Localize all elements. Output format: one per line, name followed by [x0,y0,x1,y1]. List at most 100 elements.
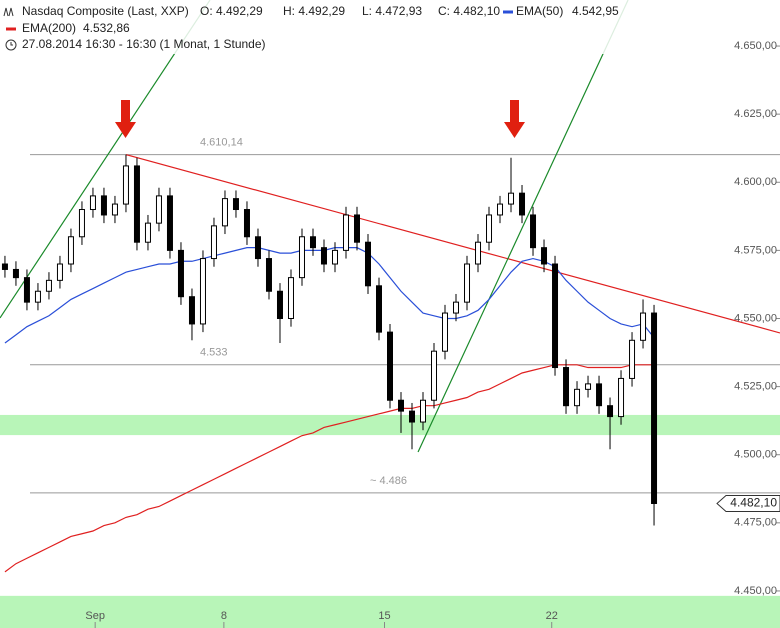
candle-body [287,277,294,319]
candle-body [563,367,570,407]
candle-body [331,249,338,265]
candle-body [431,350,438,401]
candle-body [552,263,559,369]
subtitle: 27.08.2014 16:30 - 16:30 (1 Monat, 1 Stu… [22,37,266,51]
legend-value: 4.532,86 [83,21,130,35]
ohlc-open: O: 4.492,29 [200,4,263,18]
y-tick-label: 4.575,00 [734,244,777,256]
y-tick-label: 4.600,00 [734,176,777,188]
candle-body [243,209,250,238]
candle-body [232,198,239,211]
candle-body [67,236,74,265]
candle-body [45,279,52,292]
arrow [504,100,525,138]
candle-body [89,195,96,211]
candle-body [464,263,471,303]
support-band [0,414,780,436]
legend-label: EMA(50) [516,4,563,18]
level-label: ~ 4.486 [370,475,407,487]
candle-body [199,258,206,325]
candle-body [188,296,195,325]
candle-body [596,383,603,407]
candle-body [387,331,393,401]
candle-body [155,195,162,224]
clock-hands [10,42,13,46]
x-tick-label: Sep [85,610,105,622]
candle-body [629,339,636,379]
candle-body [342,214,349,251]
candle-body [56,263,63,281]
candle-body [486,214,493,243]
level-label: 4.610,14 [200,137,243,149]
candle-body [475,241,482,265]
candle-body [640,312,647,341]
candle-body [508,192,515,205]
candle-body [309,236,316,249]
candle-body [254,236,261,260]
ohlc-low: L: 4.472,93 [362,4,422,18]
y-tick-label: 4.550,00 [734,312,777,324]
candle-body [100,195,107,216]
arrow [115,100,136,138]
candle-body [12,268,19,279]
candle-body [23,277,30,303]
ohlc-close: C: 4.482,10 [438,4,500,18]
candle-body [78,209,85,238]
candle-body [519,192,526,216]
ema-line [4,364,655,573]
candle-body [133,165,140,243]
candle-body [497,203,504,216]
legend-label: EMA(200) [22,21,76,35]
candle-body [607,405,614,418]
candle-body [298,236,305,279]
y-tick-label: 4.500,00 [734,449,777,461]
candle-body [420,399,427,423]
candle-body [409,410,416,423]
y-tick-label: 4.650,00 [734,40,777,52]
candle-body [453,301,460,314]
candle-body [364,241,371,287]
price-tag-label: 4.482,10 [730,496,777,510]
candle-body [1,263,8,270]
candle-body [442,312,449,352]
header-bg [0,0,640,54]
y-tick-label: 4.625,00 [734,108,777,120]
trendline [125,154,780,334]
clock-icon [5,39,17,51]
level-label: 4.533 [200,347,228,359]
candle-body [585,383,592,390]
candle-body [375,285,382,333]
candle-body [276,290,283,319]
candle-body [177,249,184,298]
trendline [417,0,629,453]
y-tick-label: 4.525,00 [734,381,777,393]
candle-body [166,195,173,251]
icon [3,7,14,17]
candle-body [221,198,228,227]
y-tick-label: 4.475,00 [734,517,777,529]
price-tag [716,494,780,512]
x-tick-label: 8 [221,610,227,622]
support-band [0,595,780,628]
candle-body [618,377,625,418]
chart-title: Nasdaq Composite (Last, XXP) [22,4,189,18]
y-tick-label: 4.450,00 [734,585,777,597]
x-tick-label: 22 [546,610,558,622]
candle-body [265,258,272,292]
candle-body [144,222,151,243]
header: Nasdaq Composite (Last, XXP) O: 4.492,29… [0,0,640,54]
candle-body [122,165,129,205]
candle-body [541,247,548,265]
candle-body [320,247,327,265]
candle-body [651,312,658,504]
ohlc-high: H: 4.492,29 [283,4,345,18]
candle-body [574,388,581,407]
candle-body [530,214,537,249]
candle-body [353,214,360,243]
candle-body [398,399,405,412]
candle-body [34,290,41,303]
x-tick-label: 15 [378,610,390,622]
candle-body [111,203,118,216]
